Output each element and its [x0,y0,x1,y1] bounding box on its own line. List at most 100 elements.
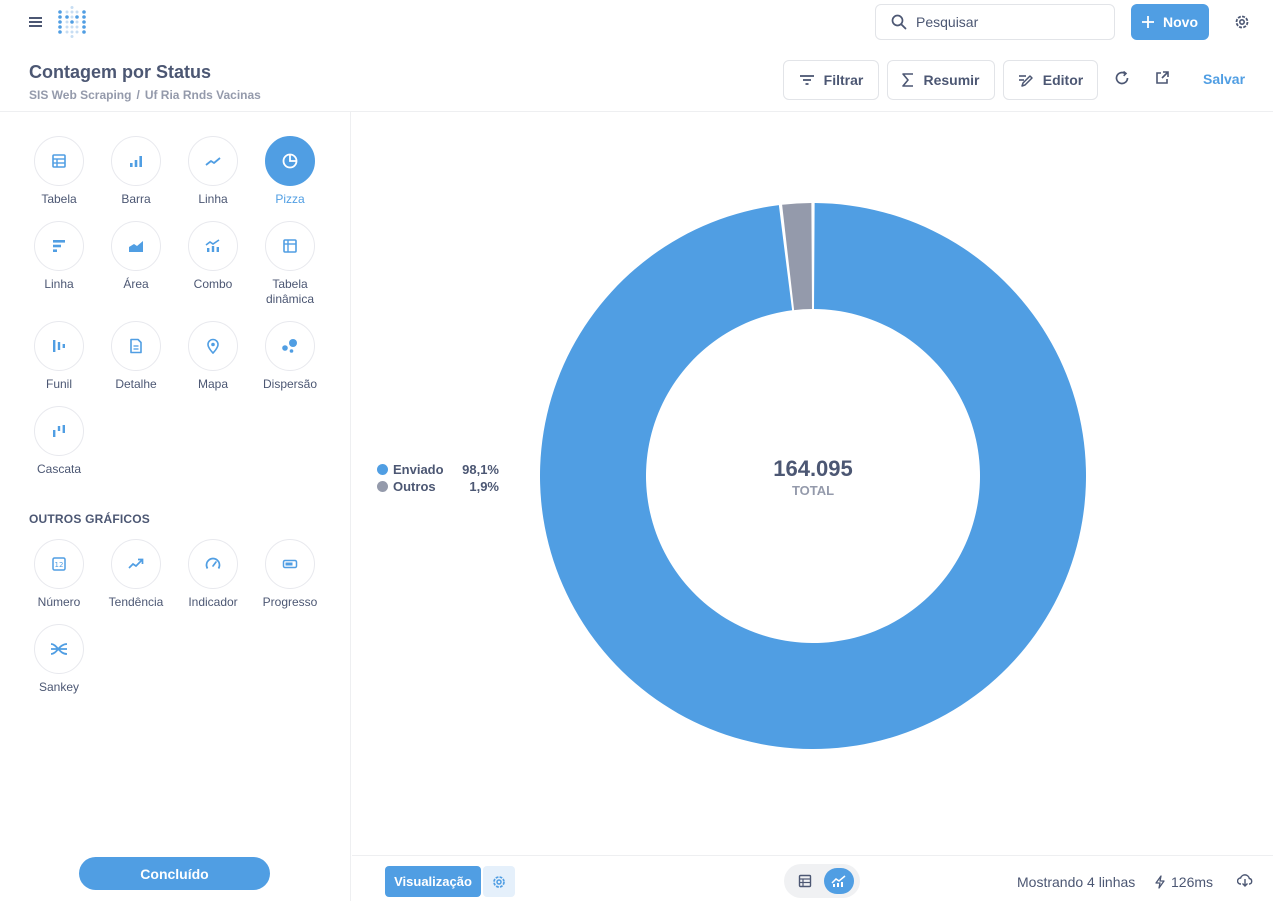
summarize-button[interactable]: Resumir [887,60,995,100]
viz-type-label: Pizza [275,192,305,206]
viz-type-table[interactable]: Tabela [21,136,97,207]
search-input[interactable]: Pesquisar [875,4,1115,40]
viz-type-label: Linha [198,192,228,206]
viz-type-number[interactable]: 12 Número [21,539,97,610]
breadcrumb-database[interactable]: SIS Web Scraping [29,88,132,102]
donut-chart: 164.095 TOTAL [540,203,1086,750]
search-placeholder: Pesquisar [916,14,979,30]
legend-item-enviado[interactable]: Enviado 98,1% [377,461,499,478]
table-view-icon[interactable] [790,868,820,894]
editor-button[interactable]: Editor [1003,60,1098,100]
viz-type-label: Número [37,595,81,609]
viz-type-funnel[interactable]: Funil [21,321,97,392]
viz-type-combo[interactable]: Combo [175,221,251,292]
viz-type-label: Tendência [108,595,164,609]
pivot-icon [282,238,298,254]
viz-type-label: Indicador [188,595,238,609]
filter-icon [799,73,815,87]
query-time: 126ms [1154,874,1213,890]
pie-slice-outros[interactable] [782,203,812,311]
legend-dot [377,464,388,475]
search-icon [891,14,916,30]
viz-type-waterfall[interactable]: Cascata [21,406,97,477]
editor-label: Editor [1042,72,1084,88]
viz-type-label: Área [123,277,149,291]
breadcrumb-separator: / [136,88,140,102]
viz-type-scatter[interactable]: Dispersão [252,321,328,392]
viz-type-label: Dispersão [262,377,318,391]
svg-text:12: 12 [55,561,64,569]
viz-type-progress[interactable]: Progresso [252,539,328,610]
viz-type-label: Combo [193,277,233,291]
table-icon [51,153,67,169]
donut-total-value: 164.095 [773,456,853,481]
viz-type-label: Linha [44,277,74,291]
map-pin-icon [205,338,221,354]
viz-type-label: Tabela dinâmica [265,277,315,306]
viz-type-sankey[interactable]: Sankey [21,624,97,695]
new-button-label: Novo [1163,14,1198,30]
viz-type-row[interactable]: Linha [21,221,97,292]
pie-icon [281,152,299,170]
visualization-button[interactable]: Visualização [385,866,481,897]
plus-icon [1142,16,1154,28]
header-divider [0,111,1273,112]
line-icon [205,153,221,169]
viz-type-trend[interactable]: Tendência [98,539,174,610]
table-chart-toggle [784,864,860,898]
done-button[interactable]: Concluído [79,857,270,890]
breadcrumb-table[interactable]: Uf Ria Rnds Vacinas [144,88,261,102]
viz-type-gauge[interactable]: Indicador [175,539,251,610]
viz-type-pie[interactable]: Pizza [252,136,328,207]
query-time-label: 126ms [1171,874,1214,890]
waterfall-icon [51,423,67,439]
viz-type-bar[interactable]: Barra [98,136,174,207]
progress-icon [282,556,298,572]
bar-icon [128,153,144,169]
viz-type-label: Barra [121,192,151,206]
save-button[interactable]: Salvar [1203,71,1246,87]
combo-icon [205,238,221,254]
summarize-label: Resumir [923,72,980,88]
open-external-icon[interactable] [1154,70,1170,86]
detail-icon [128,338,144,354]
viz-type-detail[interactable]: Detalhe [98,321,174,392]
filter-button[interactable]: Filtrar [783,60,879,100]
sigma-icon [902,73,914,87]
new-button[interactable]: Novo [1131,4,1209,40]
viz-type-line[interactable]: Linha [175,136,251,207]
settings-gear-icon[interactable] [1233,13,1251,31]
viz-type-label: Mapa [197,377,229,391]
trend-icon [128,556,144,572]
page-title: Contagem por Status [29,62,212,82]
pie-slice-enviado[interactable] [540,203,1086,750]
legend-name: Enviado [393,462,444,477]
hamburger-menu-icon[interactable] [29,15,43,29]
download-icon[interactable] [1237,873,1253,887]
breadcrumb: SIS Web Scraping / Uf Ria Rnds Vacinas [29,88,261,102]
top-navbar: Pesquisar Novo [0,0,1273,46]
viz-type-area[interactable]: Área [98,221,174,292]
viz-type-label: Detalhe [115,377,157,391]
scatter-icon [281,338,299,354]
row-icon [51,238,67,254]
viz-type-label: Tabela [41,192,77,206]
donut-total-label: TOTAL [792,483,834,498]
area-icon [128,238,144,254]
legend-dot [377,481,388,492]
query-footer: Visualização Mostrando 4 linhas 126ms [352,855,1273,901]
legend-item-outros[interactable]: Outros 1,9% [377,478,499,495]
viz-settings-gear-icon[interactable] [483,866,515,897]
sankey-icon [50,641,68,657]
viz-type-label: Sankey [38,680,80,694]
refresh-icon[interactable] [1114,70,1130,86]
lightning-bolt-icon [1154,875,1166,889]
chart-view-icon[interactable] [824,868,854,894]
number-icon: 12 [51,556,67,572]
chart-area: 164.095 TOTAL [352,112,1273,855]
viz-type-map[interactable]: Mapa [175,321,251,392]
metabase-logo-icon[interactable] [57,6,87,38]
viz-type-label: Progresso [262,595,318,609]
viz-type-pivot[interactable]: Tabela dinâmica [252,221,328,307]
other-charts-heading: OUTROS GRÁFICOS [29,512,151,526]
